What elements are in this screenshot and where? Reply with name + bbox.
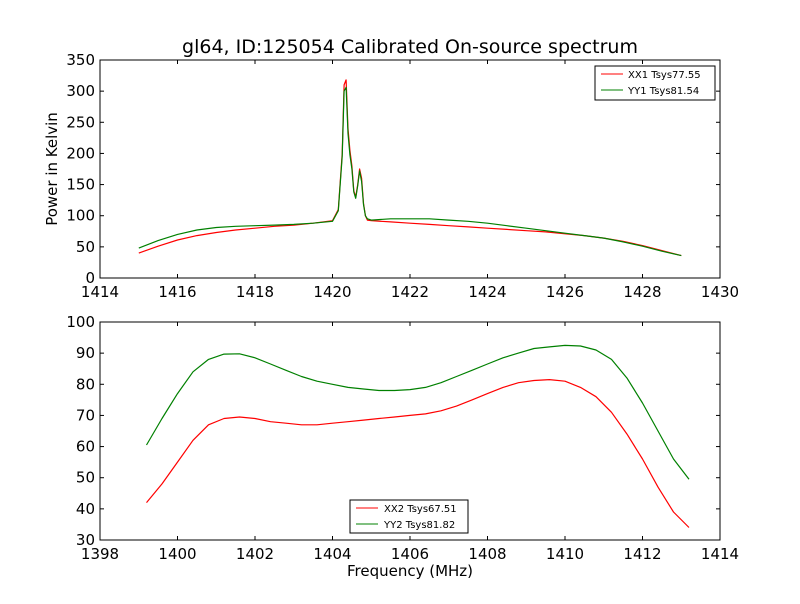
plot-bottom: Frequency (MHz) 1398 1400 1402 1404 1406 1408… (66, 313, 739, 580)
x-tick-label: 1430 (701, 283, 739, 301)
plot-frame-bottom (99, 321, 721, 541)
y-tick-label: 50 (76, 238, 95, 256)
ticks-layer-bottom: 1398 1400 1402 1404 1406 1408 1410 1412 1414 30 40… (66, 313, 739, 563)
legend-label-yy2: YY2 Tsys81.82 (383, 520, 455, 531)
series-line-bottom-1 (146, 379, 690, 528)
legend-box-top (594, 65, 716, 101)
x-tick-label: 1424 (468, 283, 506, 301)
legend-label-xx2: XX2 Tsys67.51 (384, 504, 457, 515)
legend-label-yy1: YY1 Tsys81.54 (627, 86, 699, 97)
legend-label-xx1: XX1 Tsys77.55 (628, 70, 701, 81)
series-layer-bottom (145, 344, 690, 528)
plot-top: gl64, ID:125054 Calibrated On-source spe… (43, 36, 739, 301)
x-tick-label: 1426 (546, 283, 584, 301)
x-tick-label: 1406 (391, 545, 429, 563)
y-tick-label: 30 (76, 531, 95, 549)
series-line-bottom-2 (145, 344, 690, 480)
y-tick-label: 350 (66, 51, 95, 69)
legend-box-bottom (349, 499, 469, 534)
y-tick-label: 60 (76, 438, 95, 456)
x-tick-label: 1410 (546, 545, 584, 563)
x-tick-label: 1416 (158, 283, 196, 301)
y-tick-label: 250 (66, 113, 95, 131)
y-tick-label: 150 (66, 176, 95, 194)
x-tick-label: 1408 (468, 545, 506, 563)
legend-top: XX1 Tsys77.55 YY1 Tsys81.54 (594, 65, 716, 101)
y-tick-label: 100 (66, 207, 95, 225)
x-tick-label: 1428 (623, 283, 661, 301)
y-tick-label: 0 (85, 269, 95, 287)
x-tick-label: 1404 (313, 545, 351, 563)
series-line-top-2 (138, 86, 682, 257)
x-tick-label: 1418 (236, 283, 274, 301)
y-tick-label: 80 (76, 375, 95, 393)
ticks-layer-top: 1414 1416 1418 1420 1422 1424 1426 1428 1430 0 50 1… (66, 51, 739, 301)
x-tick-label: 1414 (81, 283, 119, 301)
y-tick-label: 300 (66, 82, 95, 100)
x-tick-label: 1402 (236, 545, 274, 563)
plot-frame-top (99, 59, 721, 279)
series-line-top-1 (138, 79, 682, 257)
legend-bottom: XX2 Tsys67.51 YY2 Tsys81.82 (349, 499, 469, 534)
y-tick-label: 70 (76, 406, 95, 424)
series-layer-top (138, 79, 682, 257)
chart-title: gl64, ID:125054 Calibrated On-source spe… (182, 36, 638, 58)
x-tick-label: 1422 (391, 283, 429, 301)
y-tick-label: 50 (76, 469, 95, 487)
y-tick-label: 40 (76, 500, 95, 518)
x-tick-label: 1400 (158, 545, 196, 563)
y-tick-label: 100 (66, 313, 95, 331)
x-tick-label: 1420 (313, 283, 351, 301)
y-tick-label: 90 (76, 344, 95, 362)
y-tick-label: 200 (66, 144, 95, 162)
x-tick-label: 1398 (81, 545, 119, 563)
x-axis-label-bottom: Frequency (MHz) (347, 562, 473, 580)
x-tick-label: 1414 (701, 545, 739, 563)
y-axis-label-top: Power in Kelvin (43, 112, 61, 226)
x-tick-label: 1412 (623, 545, 661, 563)
